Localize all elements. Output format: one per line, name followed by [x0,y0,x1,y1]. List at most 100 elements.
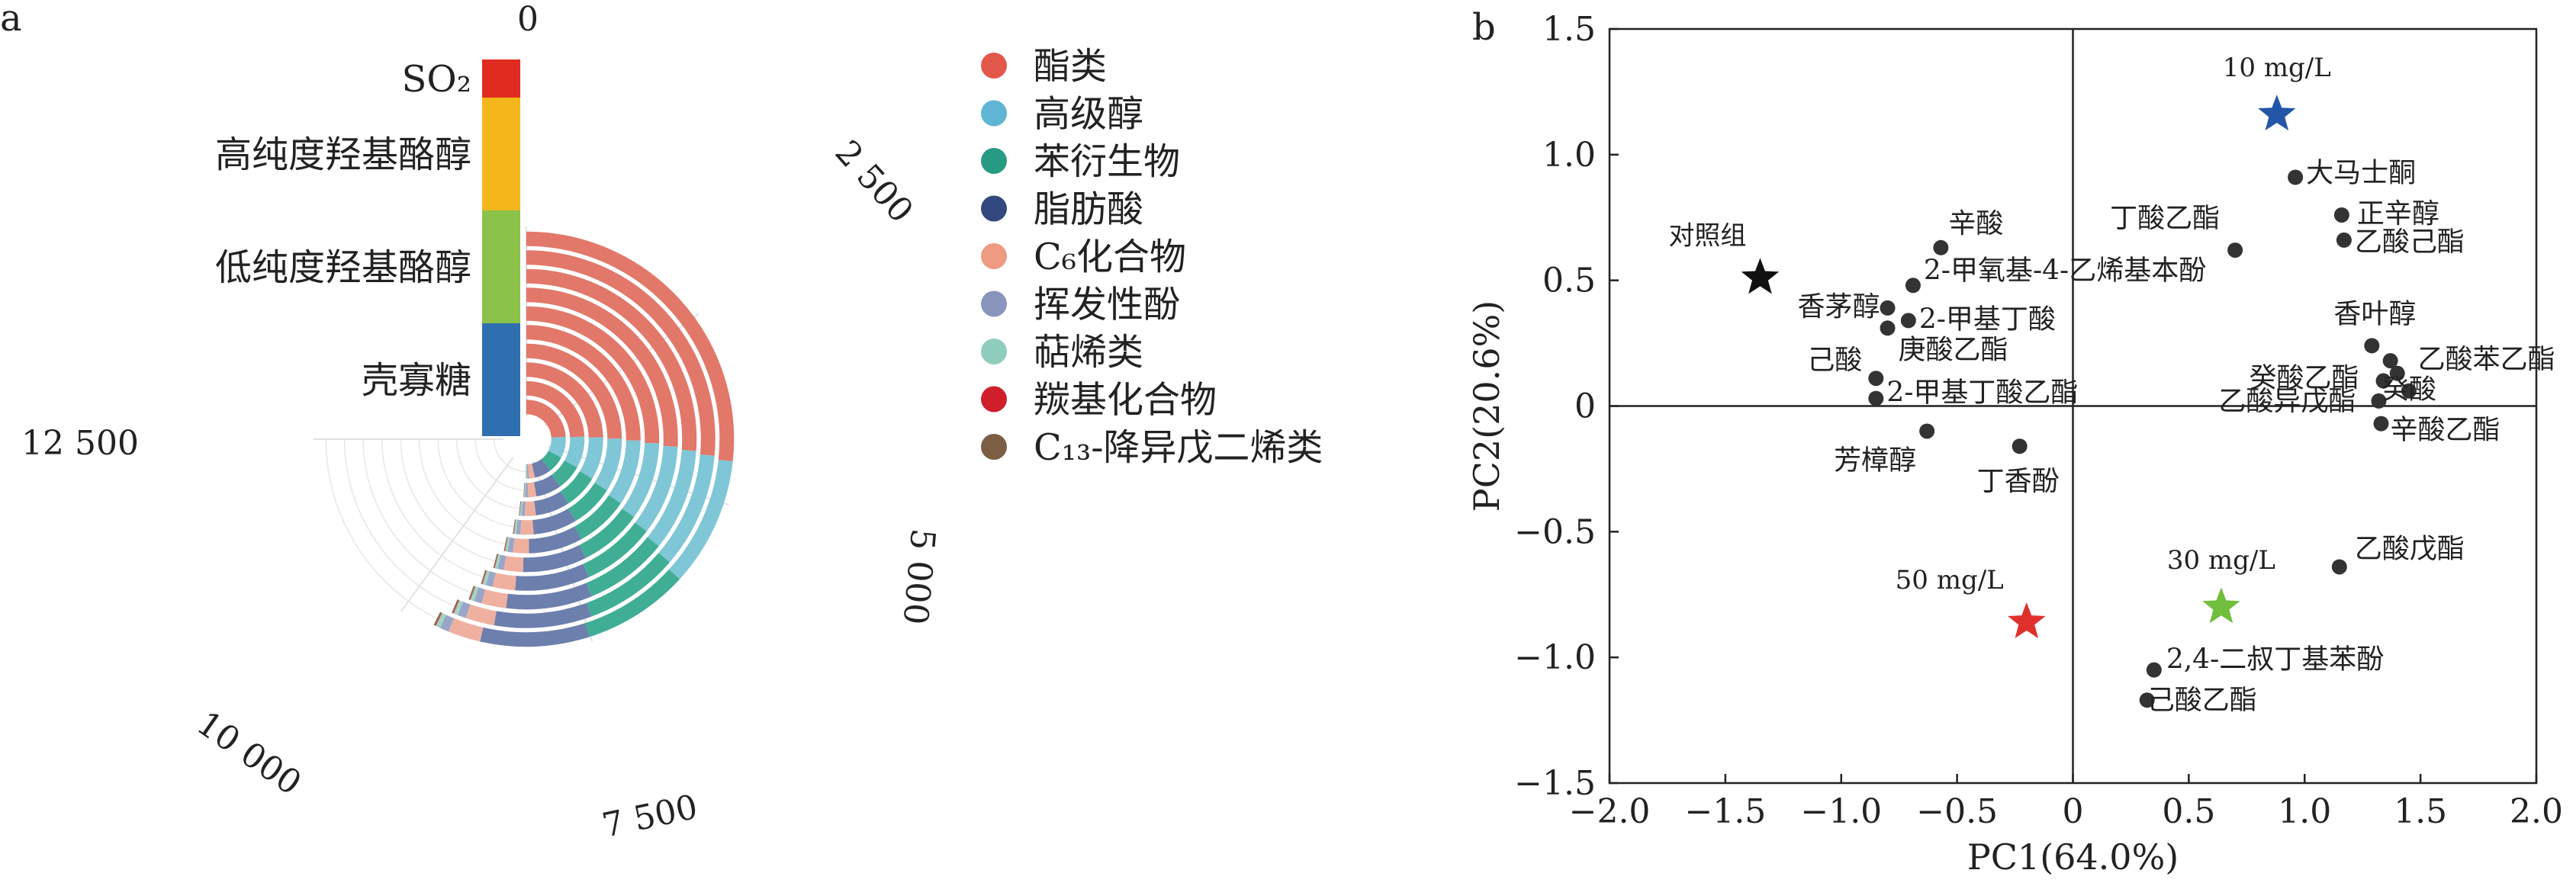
bar-segment [635,445,678,531]
data-point-label: 2-甲基丁酸乙酯 [1886,377,2078,409]
data-point [2364,338,2380,354]
x-tick-label: 1.5 [2394,792,2447,831]
radial-tick-label: 0 [517,0,539,39]
y-tick-label: −0.5 [1514,512,1596,551]
legend-marker [981,195,1007,222]
group-centroid-star [2008,602,2046,639]
bar-segment [453,600,463,615]
group-centroid-star [2258,95,2296,131]
legend-marker [981,148,1007,174]
data-point [1900,313,1916,329]
bar-segment [528,526,582,554]
legend-label: 高级醇 [1034,93,1143,136]
bar-segment [585,569,680,637]
legend-label: 挥发性酚 [1034,284,1180,326]
x-tick-label: 2.0 [2510,792,2563,831]
bar-segment [506,583,592,610]
data-point-label: 庚酸乙酯 [1899,334,2008,365]
bar-segment [526,380,585,438]
data-point-label: 己酸乙酯 [2147,685,2257,716]
data-point [2139,692,2155,708]
bar-segment [647,449,696,547]
data-point-label: 芳樟醇 [1834,445,1916,476]
bar-segment [526,400,566,438]
data-point-label: 乙酸异戊酯 [2218,386,2356,417]
y-tick-label: −1.0 [1514,638,1596,677]
data-point [1919,423,1935,439]
bar-segment [531,458,551,478]
bar-segment [526,287,678,447]
data-point [2227,242,2243,258]
data-point [2371,393,2387,409]
group-color-bar [482,59,520,98]
bar-segment [494,554,501,570]
bar-segment [485,571,496,587]
group-centroid-star [2202,587,2240,624]
data-point [1880,300,1896,316]
bar-segment [551,460,577,487]
bar-segment [526,325,641,441]
group-label: 低纯度羟基酪醇 [215,246,471,289]
bar-segment [594,438,622,491]
bar-segment [533,474,561,497]
data-point-label: 2-甲氧基-4-乙烯基本酚 [1924,255,2206,286]
data-point [2401,383,2417,399]
bar-segment [481,589,508,608]
panel-b-letter: b [1472,6,1496,49]
legend-label: 苯衍生物 [1034,140,1180,183]
group-label: 对照组 [1668,220,1746,251]
bar-segment [513,538,529,554]
data-point-label: 癸酸 [2381,374,2436,406]
data-point [2336,232,2352,248]
bar-segment [526,231,735,462]
bar-segment [533,491,569,515]
bar-segment [560,470,593,504]
data-point-label: 正辛醇 [2357,198,2439,230]
bar-segment [449,618,484,642]
bar-segment [480,623,590,647]
bar-segment [658,454,715,563]
radial-tick-label: 2 500 [828,133,921,230]
bar-segment [452,599,459,614]
bar-segment [482,570,490,586]
bar-segment [526,250,716,456]
bar-segment [526,306,660,444]
data-point [2288,169,2304,185]
radial-tick-label: 12 500 [21,424,139,463]
legend-label: 羰基化合物 [1034,379,1217,422]
y-axis-label: PC2(20.6%) [1466,300,1507,512]
group-color-bar [482,210,520,323]
bar-segment [548,436,566,458]
legend-marker [981,100,1007,127]
data-point-label: 香茅醇 [1797,291,1880,323]
data-point [2382,353,2398,369]
group-label: 壳寡糖 [362,359,471,402]
radial-tick-label: 5 000 [896,527,943,626]
bar-segment [574,495,621,540]
bar-segment [526,343,622,439]
y-tick-label: 1.0 [1542,136,1596,175]
data-point-label: 丁香酚 [1977,466,2060,497]
bar-segment [583,522,647,577]
bar-segment [494,602,592,628]
x-tick-label: 0.5 [2162,792,2215,831]
bar-segment [439,615,455,632]
legend-label: 酯类 [1034,45,1107,88]
data-point-label: 乙酸己酯 [2355,226,2465,258]
bar-segment [532,508,576,534]
x-tick-label: 0 [2063,792,2084,831]
radial-spoke [400,457,514,612]
data-point-label: 辛酸乙酯 [2390,415,2500,446]
bar-segment [505,537,510,552]
bar-segment [492,573,516,591]
data-point [2146,662,2162,678]
x-tick-label: −1.0 [1800,792,1882,831]
pca-scatter-plot: −2.0 −1.5 −1.0 −0.5 0 0.5 1.0 1.5 2.0−1.5−1.0−0.… [1466,10,2563,878]
radial-stacked-bar-chart: 0 2 500 5 000 7 500 10 000 12 500 SO₂ 高纯度羟基酪醇低纯… [21,0,942,846]
y-tick-label: 1.5 [1542,10,1596,49]
group-label: SO₂ [402,58,471,101]
data-point [1933,239,1949,255]
bar-segment [526,268,697,451]
